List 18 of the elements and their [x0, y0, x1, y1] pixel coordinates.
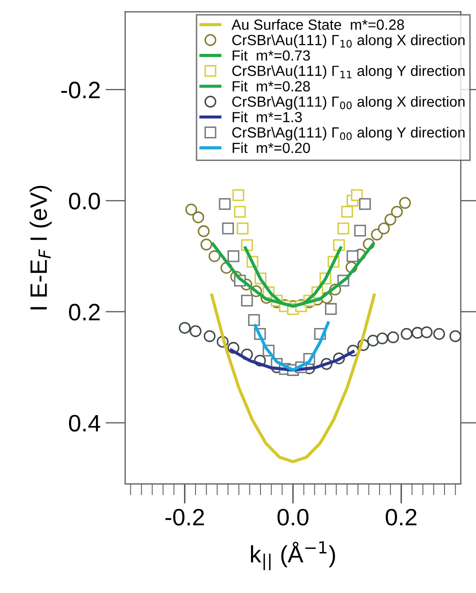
legend-label: CrSBr\Ag(111) Γ$_{00}$ along Y direction	[232, 126, 465, 140]
legend-label: Fit m*=0.73	[232, 50, 310, 61]
y-axis-title: I E-E$_{F}$ I (eV)	[30, 186, 52, 310]
legend-label: CrSBr\Au(111) Γ$_{10}$ along X direction	[232, 34, 465, 48]
y-tick-label: 0.0	[68, 192, 100, 210]
legend-label: Fit m*=0.20	[232, 142, 310, 154]
legend-label: Fit m*=1.3	[232, 112, 302, 122]
y-tick-label: -0.2	[61, 82, 100, 98]
x-axis-title: k$_{||}$ (Å$^{−1}$)	[251, 541, 336, 570]
legend-label: CrSBr\Au(111) Γ$_{11}$ along Y direction	[232, 65, 465, 79]
x-tick-label: -0.2	[165, 508, 204, 526]
x-tick-label: 0.0	[277, 508, 308, 526]
y-tick-label: 0.4	[68, 414, 100, 432]
legend-label: Au Surface State m*=0.28	[232, 19, 404, 30]
y-tick-label: 0.2	[68, 304, 100, 321]
x-tick-label: 0.2	[386, 508, 416, 526]
legend-label: CrSBr\Ag(111) Γ$_{00}$ along X direction	[232, 96, 465, 110]
legend-label: Fit m*=0.28	[232, 80, 310, 92]
